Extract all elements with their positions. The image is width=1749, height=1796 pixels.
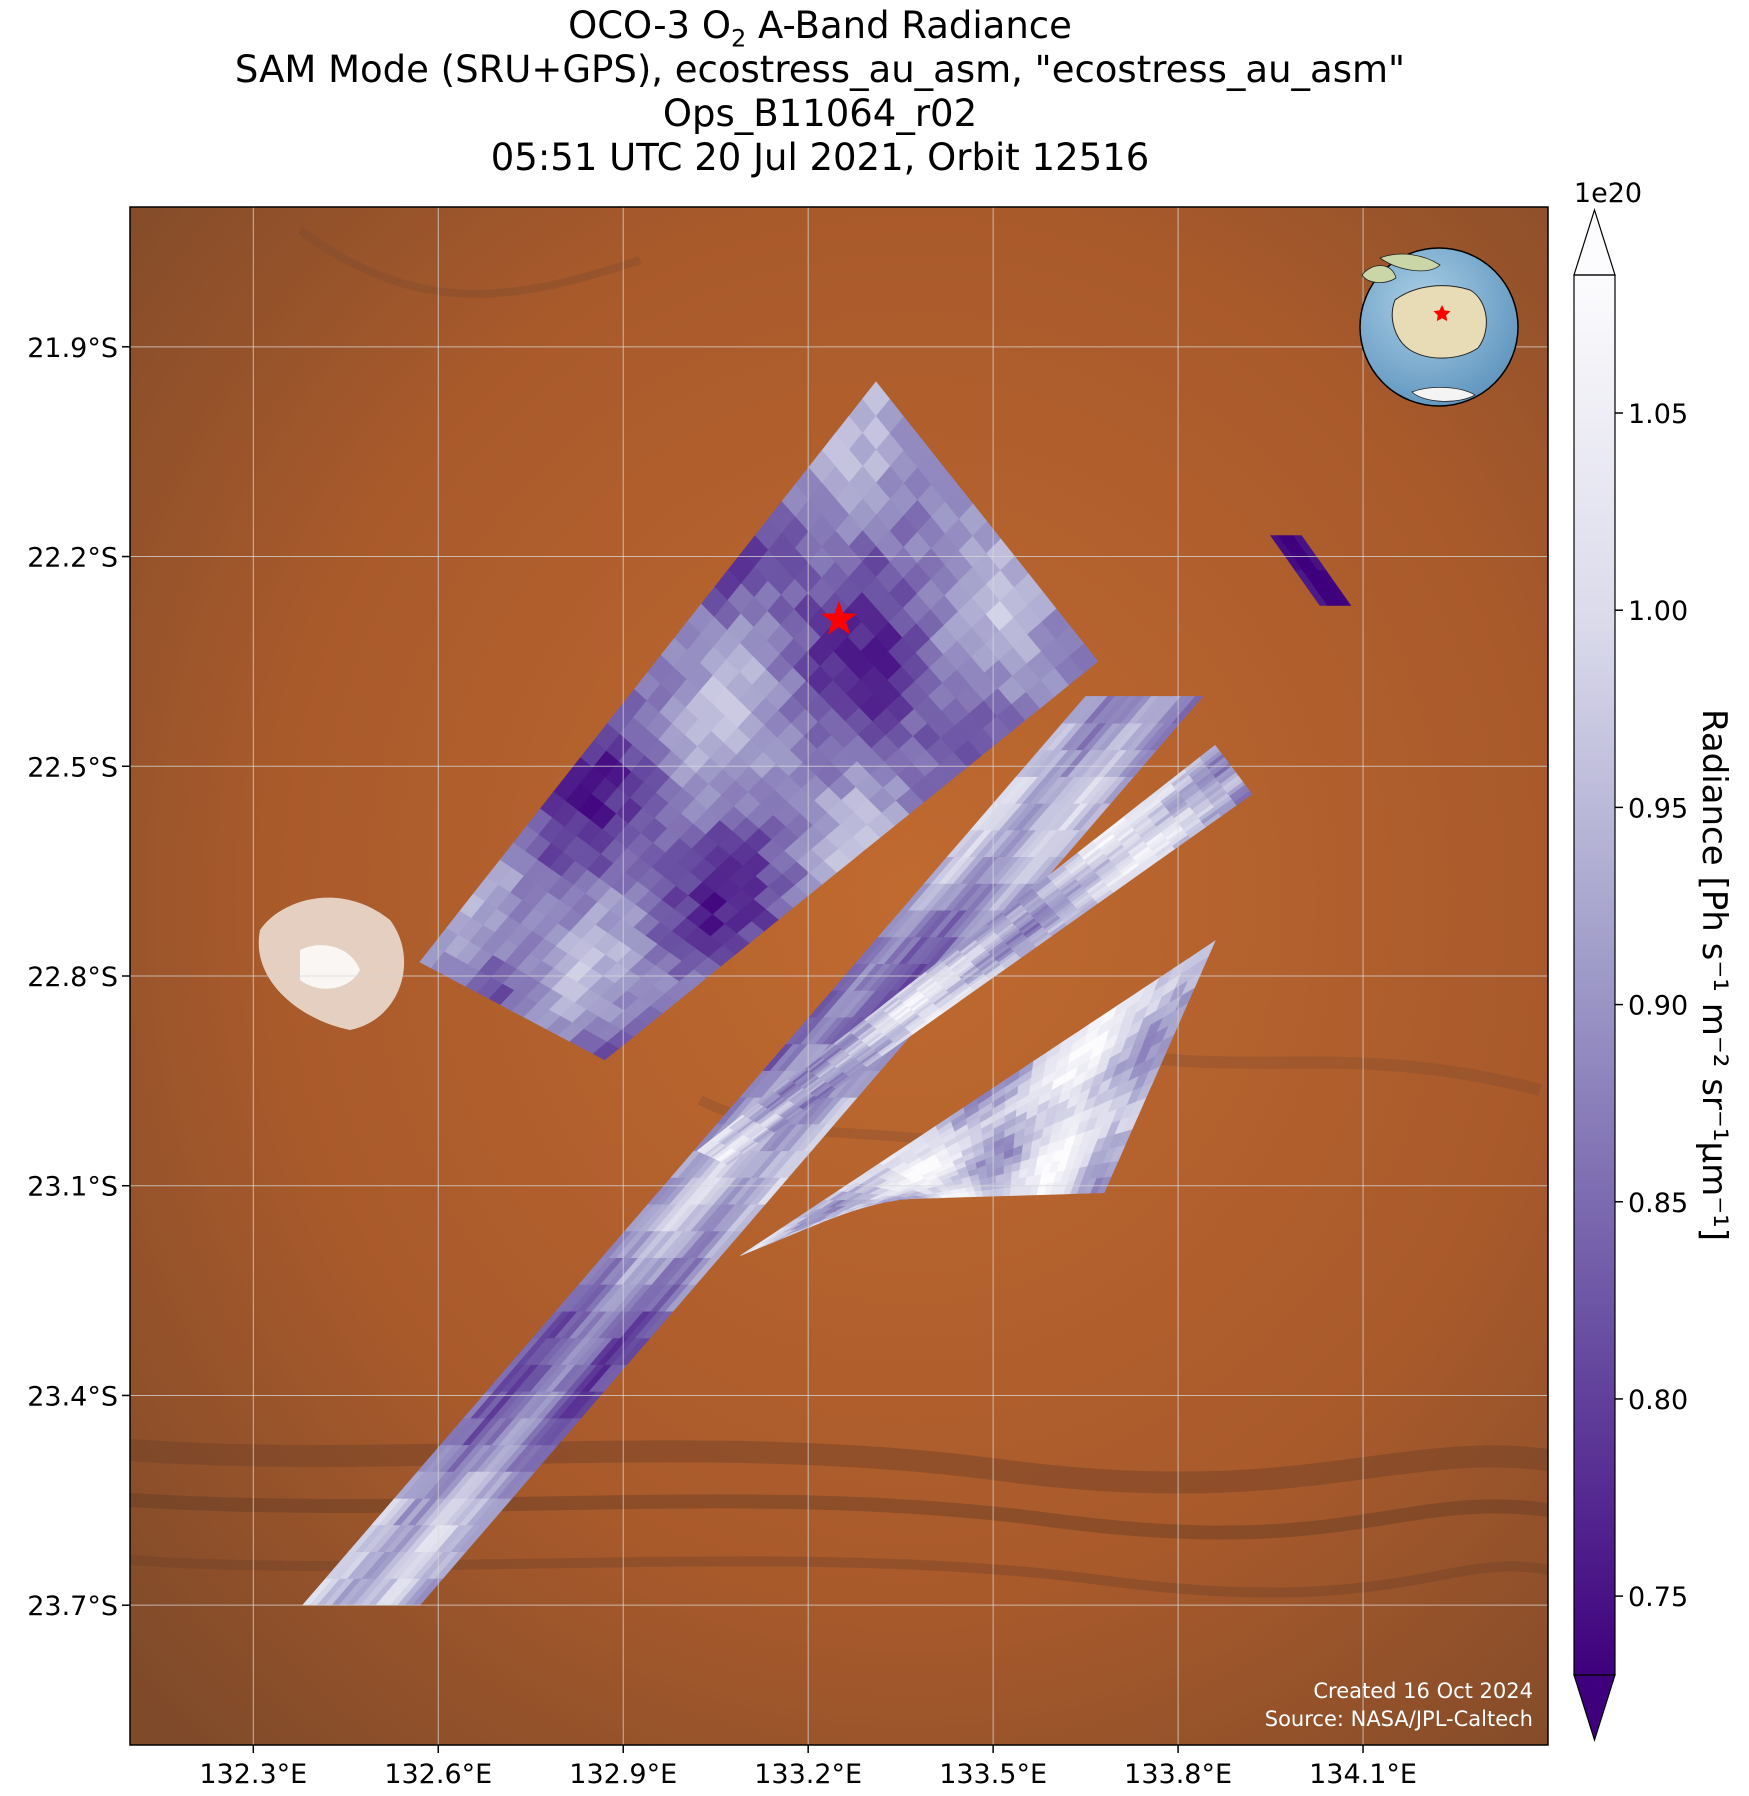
title-line-1: OCO-3 O2 A-Band Radiance bbox=[568, 4, 1072, 53]
swath-cell bbox=[1317, 570, 1352, 606]
colorbar-tick-label: 0.90 bbox=[1628, 991, 1688, 1022]
swath-cell bbox=[1069, 643, 1099, 674]
lon-tick-label: 133.8°E bbox=[1124, 1759, 1232, 1790]
swath-4 bbox=[740, 940, 1216, 1256]
colorbar-tick-label: 1.00 bbox=[1628, 596, 1688, 627]
colorbar-tick-label: 0.75 bbox=[1628, 1582, 1688, 1613]
lat-tick-label: 22.5°S bbox=[27, 752, 118, 783]
lon-tick-label: 134.1°E bbox=[1309, 1759, 1417, 1790]
colorbar-body bbox=[1574, 275, 1615, 1675]
lat-tick-label: 23.7°S bbox=[27, 1591, 118, 1622]
lon-tick-label: 133.5°E bbox=[939, 1759, 1047, 1790]
swath-cell bbox=[1171, 696, 1204, 724]
swath-cell bbox=[1003, 1187, 1012, 1197]
colorbar-extend-min bbox=[1573, 1674, 1616, 1742]
colorbar-label: Radiance [Ph s⁻¹ m⁻² sr⁻¹μm⁻¹] bbox=[1694, 709, 1734, 1241]
swath-cell bbox=[980, 1183, 990, 1192]
globe-location-star bbox=[1433, 305, 1451, 322]
target-star-marker bbox=[820, 600, 858, 635]
colorbar-tick-label: 0.85 bbox=[1628, 1188, 1688, 1219]
title-line-3: Ops_B11064_r02 bbox=[662, 92, 978, 135]
lon-tick-label: 132.9°E bbox=[569, 1759, 677, 1790]
swath-cell bbox=[988, 1182, 997, 1191]
lat-tick-label: 21.9°S bbox=[27, 333, 118, 364]
colorbar-multiplier: 1e20 bbox=[1574, 178, 1642, 209]
longitude-labels: 132.3°E 132.6°E 132.9°E 133.2°E 133.5°E 133.8… bbox=[199, 1759, 1417, 1790]
swath-cell bbox=[1003, 1179, 1012, 1189]
swath-cell bbox=[972, 1184, 983, 1192]
swath-cell bbox=[981, 1189, 991, 1197]
map-frame bbox=[129, 206, 1549, 1746]
swath-5 bbox=[1270, 535, 1352, 606]
radiance-swaths bbox=[301, 381, 1352, 1606]
credit-source: Source: NASA/JPL-Caltech bbox=[1265, 1707, 1533, 1731]
credit-created: Created 16 Oct 2024 bbox=[1313, 1679, 1533, 1703]
colorbar: 0.75 0.80 0.85 0.90 0.95 1.00 1.05 1e20 Radian… bbox=[1573, 178, 1734, 1742]
colorbar-tick-label: 0.80 bbox=[1628, 1385, 1688, 1416]
lat-tick-label: 23.1°S bbox=[27, 1172, 118, 1203]
colorbar-extend-max bbox=[1573, 208, 1616, 276]
latitude-labels: 21.9°S 22.2°S 22.5°S 22.8°S 23.1°S 23.4°S 23.7… bbox=[27, 333, 118, 1622]
title-line-2: SAM Mode (SRU+GPS), ecostress_au_asm, "e… bbox=[234, 48, 1406, 91]
swath-cell bbox=[1096, 1176, 1112, 1194]
colorbar-tick-label: 0.95 bbox=[1628, 793, 1688, 824]
lon-tick-label: 132.3°E bbox=[199, 1759, 307, 1790]
lat-tick-label: 22.2°S bbox=[27, 543, 118, 574]
lon-tick-label: 133.2°E bbox=[754, 1759, 862, 1790]
lon-tick-label: 132.6°E bbox=[384, 1759, 492, 1790]
swath-cell bbox=[1233, 790, 1253, 806]
inset-globe bbox=[1359, 247, 1519, 407]
swath-1 bbox=[419, 381, 1099, 1061]
colorbar-ticks: 0.75 0.80 0.85 0.90 0.95 1.00 1.05 bbox=[1615, 399, 1688, 1613]
lat-tick-label: 22.8°S bbox=[27, 962, 118, 993]
title-line-4: 05:51 UTC 20 Jul 2021, Orbit 12516 bbox=[490, 136, 1150, 179]
gridlines bbox=[122, 207, 1548, 1753]
colorbar-tick-label: 1.05 bbox=[1628, 399, 1688, 430]
lat-tick-label: 23.4°S bbox=[27, 1381, 118, 1412]
swath-cell bbox=[996, 1188, 1004, 1197]
swath-3 bbox=[696, 744, 1253, 1166]
